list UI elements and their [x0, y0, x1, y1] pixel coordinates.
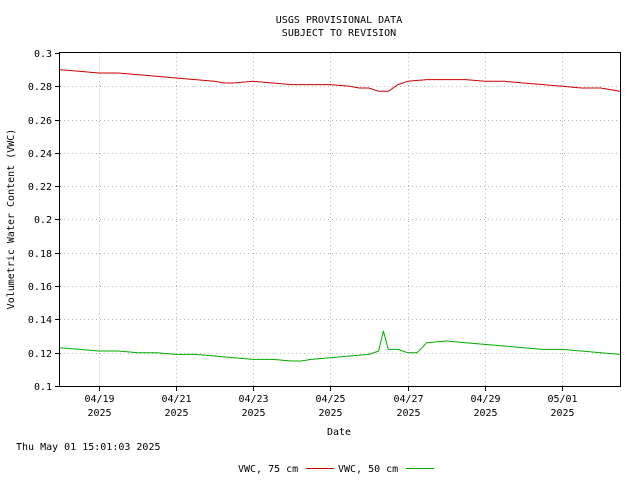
legend: VWC, 75 cm VWC, 50 cm [238, 464, 434, 475]
y-tick-label: 0.18 [28, 249, 52, 260]
grid-lines [60, 53, 620, 386]
x-tick-year: 2025 [87, 408, 111, 419]
x-tick-label: 04/19 [84, 394, 114, 405]
axis-ticks: 0.1 0.12 0.14 0.16 0.18 0.2 0.22 0.24 0.26 0.28 0.… [28, 49, 578, 419]
generated-timestamp: Thu May 01 15:01:03 2025 [16, 442, 161, 453]
y-tick-label: 0.2 [34, 215, 52, 226]
x-tick-label: 04/29 [470, 394, 500, 405]
series-layer [59, 69, 621, 362]
legend-label-75cm: VWC, 75 cm [238, 464, 298, 475]
x-tick-year: 2025 [473, 408, 497, 419]
y-tick-label: 0.28 [28, 82, 52, 93]
y-tick-label: 0.14 [28, 315, 52, 326]
y-tick-label: 0.3 [34, 49, 52, 60]
header-revision: SUBJECT TO REVISION [282, 28, 396, 39]
y-tick-label: 0.24 [28, 149, 52, 160]
x-tick-year: 2025 [550, 408, 574, 419]
x-tick-label: 04/27 [393, 394, 423, 405]
x-axis-label: Date [327, 427, 351, 438]
y-tick-label: 0.12 [28, 349, 52, 360]
x-tick-label: 04/23 [238, 394, 268, 405]
x-tick-year: 2025 [318, 408, 342, 419]
x-tick-year: 2025 [241, 408, 265, 419]
x-tick-year: 2025 [396, 408, 420, 419]
y-tick-label: 0.1 [34, 382, 52, 393]
legend-label-50cm: VWC, 50 cm [338, 464, 398, 475]
x-tick-year: 2025 [164, 408, 188, 419]
y-tick-label: 0.22 [28, 182, 52, 193]
series-line-1 [59, 330, 621, 362]
x-tick-label: 04/21 [161, 394, 191, 405]
y-tick-label: 0.26 [28, 116, 52, 127]
header-provisional: USGS PROVISIONAL DATA [276, 15, 402, 26]
x-tick-label: 04/25 [315, 394, 345, 405]
series-line-0 [59, 69, 621, 92]
y-tick-label: 0.16 [28, 282, 52, 293]
x-tick-label: 05/01 [547, 394, 577, 405]
y-axis-label: Volumetric Water Content (VWC) [6, 129, 17, 310]
